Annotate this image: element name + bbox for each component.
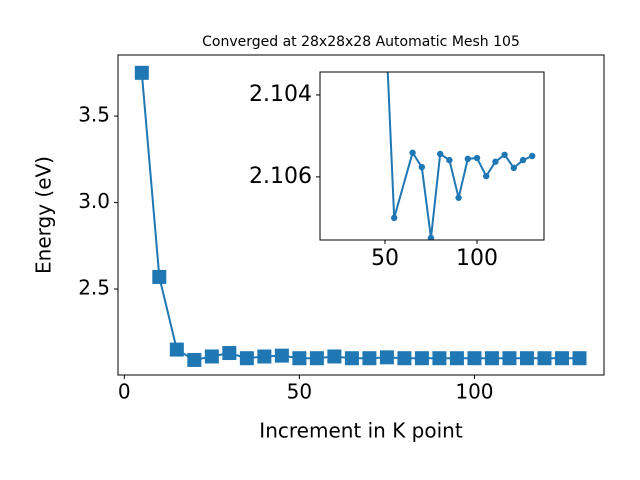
- marker: [510, 164, 518, 172]
- marker: [344, 351, 359, 366]
- marker: [187, 352, 202, 367]
- marker: [519, 351, 534, 366]
- marker: [169, 342, 184, 357]
- y-tick-label: 2.106: [249, 164, 312, 189]
- marker: [309, 351, 324, 366]
- y-tick-label: 2.5: [78, 276, 110, 300]
- marker: [572, 351, 587, 366]
- marker: [467, 351, 482, 366]
- marker: [436, 150, 444, 158]
- x-tick-label: 100: [456, 246, 498, 271]
- marker: [449, 351, 464, 366]
- marker: [362, 351, 377, 366]
- y-axis-label: Energy (eV): [32, 156, 56, 274]
- x-tick-label: 50: [371, 246, 399, 271]
- axes-frame: [117, 54, 605, 376]
- marker: [292, 351, 307, 366]
- y-tick-label: 3.5: [78, 103, 110, 127]
- x-tick-label: 100: [455, 380, 493, 404]
- marker: [502, 351, 517, 366]
- marker: [409, 149, 416, 156]
- chart-title: Converged at 28x28x28 Automatic Mesh 105: [202, 34, 520, 50]
- marker: [484, 351, 499, 366]
- marker: [222, 346, 237, 361]
- marker: [519, 156, 527, 164]
- plot-area: [320, 72, 544, 240]
- marker: [529, 152, 536, 160]
- y-tick-label: 2.104: [249, 82, 312, 107]
- series-line: [386, 72, 533, 239]
- marker: [134, 65, 149, 80]
- marker: [397, 351, 412, 366]
- marker: [382, 6, 388, 12]
- marker: [204, 349, 219, 364]
- x-axis-label: Increment in K point: [259, 419, 463, 443]
- marker: [537, 351, 552, 366]
- x-tick-label: 50: [287, 380, 312, 404]
- marker: [464, 155, 471, 163]
- marker: [274, 348, 289, 363]
- marker: [492, 158, 499, 165]
- marker: [239, 351, 254, 366]
- y-tick-label: 3.0: [78, 189, 110, 213]
- marker: [152, 269, 167, 284]
- marker: [432, 351, 447, 366]
- x-tick-label: 0: [118, 380, 131, 404]
- marker: [257, 349, 272, 364]
- marker: [327, 349, 342, 364]
- marker: [427, 234, 435, 240]
- marker: [554, 351, 569, 366]
- marker: [446, 156, 453, 164]
- marker: [455, 194, 462, 201]
- axes-frame: [319, 71, 545, 241]
- marker: [390, 214, 398, 222]
- marker: [501, 151, 508, 158]
- marker: [418, 163, 425, 171]
- marker: [414, 351, 429, 366]
- plot-clip: [382, 6, 536, 240]
- marker: [473, 154, 481, 162]
- marker: [379, 350, 394, 365]
- marker: [483, 172, 490, 180]
- plot-clip: [134, 65, 587, 367]
